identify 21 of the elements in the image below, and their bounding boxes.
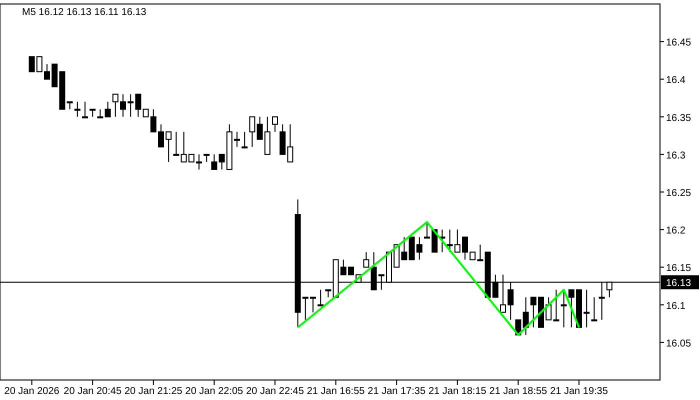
y-tick-label: 16.15 bbox=[666, 263, 692, 274]
y-tick-label: 16.25 bbox=[666, 188, 692, 199]
x-tick-label: 21 Jan 18:55 bbox=[489, 386, 548, 397]
y-tick-label: 16.35 bbox=[666, 112, 692, 124]
x-tick-label: 20 Jan 22:45 bbox=[246, 386, 304, 397]
x-tick-label: 21 Jan 18:15 bbox=[428, 386, 487, 397]
x-tick-label: 21 Jan 17:35 bbox=[368, 386, 426, 397]
y-tick-label: 16.05 bbox=[666, 338, 692, 350]
chart-title: M5 16.12 16.13 16.11 16.13 bbox=[22, 7, 147, 18]
x-tick-label: 20 Jan 20:45 bbox=[64, 386, 122, 397]
y-tick-label: 16.3 bbox=[666, 150, 686, 162]
x-tick-label: 20 Jan 2026 bbox=[4, 386, 60, 397]
y-tick-label: 16.45 bbox=[666, 38, 692, 49]
y-tick-label: 16.1 bbox=[666, 300, 686, 312]
ref-line-label: 16.13 bbox=[666, 278, 692, 290]
x-tick-label: 21 Jan 19:35 bbox=[550, 386, 608, 397]
y-tick-label: 16.4 bbox=[666, 75, 686, 86]
x-tick-label: 20 Jan 21:25 bbox=[124, 386, 183, 397]
x-tick-label: 20 Jan 22:05 bbox=[185, 386, 244, 397]
y-tick-label: 16.2 bbox=[666, 226, 686, 237]
x-tick-label: 21 Jan 16:55 bbox=[306, 386, 366, 397]
